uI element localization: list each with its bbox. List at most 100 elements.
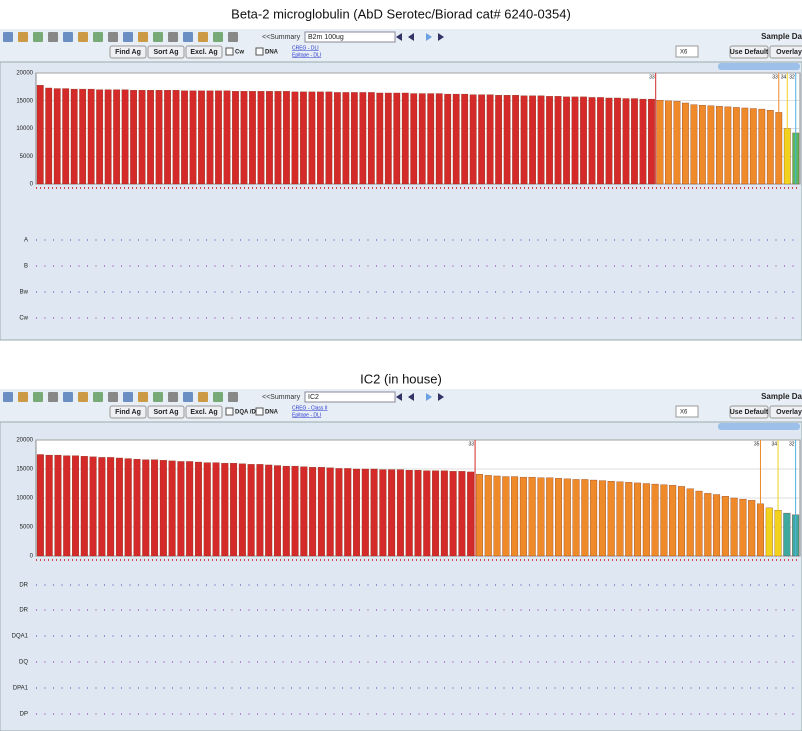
zoom-select[interactable]	[675, 405, 699, 418]
toolbar-button[interactable]	[147, 45, 185, 59]
checkbox[interactable]	[255, 47, 264, 56]
bar	[597, 97, 604, 185]
toolbar-icon[interactable]	[63, 32, 73, 42]
bar	[519, 476, 527, 557]
toolbar-icon[interactable]	[183, 392, 193, 402]
toolbar-button[interactable]	[769, 45, 802, 59]
toolbar-button[interactable]	[185, 45, 223, 59]
nav-arrow[interactable]	[408, 33, 414, 41]
summary-button[interactable]: <<Summary	[262, 394, 301, 401]
toolbar-icon[interactable]	[228, 392, 238, 402]
nav-arrow[interactable]	[426, 33, 432, 41]
toolbar-icon[interactable]	[123, 392, 133, 402]
slider[interactable]	[718, 423, 800, 430]
bar	[247, 464, 255, 557]
bar	[350, 92, 358, 185]
toolbar-icon[interactable]	[33, 32, 43, 42]
checkbox[interactable]	[255, 407, 264, 416]
bar	[724, 106, 732, 185]
link[interactable]: Epitope - DLI	[292, 412, 321, 418]
toolbar-button[interactable]	[109, 45, 147, 59]
y-tick-label: 15000	[16, 98, 33, 104]
toolbar-button[interactable]	[729, 45, 769, 59]
toolbar-icon[interactable]	[78, 392, 88, 402]
toolbar-icon[interactable]	[228, 32, 238, 42]
toolbar-icon[interactable]	[18, 32, 28, 42]
toolbar-icon[interactable]	[33, 392, 43, 402]
nav-arrow[interactable]	[396, 33, 402, 41]
bar	[512, 95, 519, 185]
toolbar-icon[interactable]	[78, 32, 88, 42]
bar	[326, 467, 334, 557]
toolbar-button[interactable]	[185, 405, 223, 419]
bar	[393, 92, 401, 185]
y-tick-label: 15000	[16, 467, 33, 473]
bar	[189, 90, 197, 185]
button-label: Sort Ag	[153, 409, 178, 416]
toolbar-icon[interactable]	[93, 392, 103, 402]
bar	[537, 95, 545, 185]
toolbar-icon[interactable]	[168, 32, 178, 42]
toolbar-button[interactable]	[109, 405, 147, 419]
bar	[423, 470, 431, 557]
toolbar-icon[interactable]	[108, 392, 118, 402]
row-label: DPA1	[13, 686, 29, 692]
cutoff-label: 34	[781, 74, 787, 80]
toolbar-icon[interactable]	[168, 392, 178, 402]
toolbar-icon[interactable]	[48, 392, 58, 402]
panel-title: IC2 (in house)	[360, 371, 442, 386]
bar	[89, 456, 97, 557]
sample-select[interactable]	[304, 391, 396, 403]
bar	[107, 457, 115, 557]
sample-select[interactable]	[304, 31, 396, 43]
toolbar-icon[interactable]	[213, 32, 223, 42]
toolbar-icon[interactable]	[93, 32, 103, 42]
bar	[159, 460, 167, 557]
cutoff-label: 32	[789, 74, 795, 80]
bar	[469, 94, 477, 185]
toolbar-button[interactable]	[769, 405, 802, 419]
toolbar-icon[interactable]	[153, 32, 163, 42]
toolbar-icon[interactable]	[198, 32, 208, 42]
bar	[265, 464, 273, 557]
nav-arrow[interactable]	[438, 33, 444, 41]
checkbox[interactable]	[225, 407, 234, 416]
toolbar-icon[interactable]	[138, 392, 148, 402]
toolbar-button[interactable]	[147, 405, 185, 419]
toolbar-icon[interactable]	[3, 392, 13, 402]
nav-arrow[interactable]	[408, 393, 414, 401]
bar	[511, 476, 519, 557]
nav-arrow[interactable]	[426, 393, 432, 401]
bar	[80, 456, 88, 557]
checkbox[interactable]	[225, 47, 234, 56]
toolbar-icon[interactable]	[198, 392, 208, 402]
toolbar-icon[interactable]	[63, 392, 73, 402]
toolbar-icon[interactable]	[3, 32, 13, 42]
bar	[274, 465, 281, 557]
toolbar-icon[interactable]	[183, 32, 193, 42]
toolbar-icon[interactable]	[108, 32, 118, 42]
summary-button[interactable]: <<Summary	[262, 34, 301, 41]
toolbar-button[interactable]	[729, 405, 769, 419]
link[interactable]: CREG - DLI	[292, 45, 319, 51]
link[interactable]: CREG - Class II	[292, 405, 328, 411]
toolbar-icon[interactable]	[123, 32, 133, 42]
button-label: Overlay	[776, 49, 802, 56]
link[interactable]: Epitope - DLI	[292, 52, 321, 58]
toolbar-icon[interactable]	[213, 392, 223, 402]
slider[interactable]	[718, 63, 800, 70]
bar	[721, 496, 729, 557]
zoom-select[interactable]	[675, 45, 699, 58]
toolbar-icon[interactable]	[138, 32, 148, 42]
nav-arrow[interactable]	[438, 393, 444, 401]
bar	[461, 93, 469, 185]
toolbar-icon[interactable]	[48, 32, 58, 42]
bar	[142, 459, 150, 557]
bar	[98, 457, 106, 557]
nav-arrow[interactable]	[396, 393, 402, 401]
bar	[495, 95, 503, 185]
toolbar-icon[interactable]	[153, 392, 163, 402]
toolbar-icon[interactable]	[18, 392, 28, 402]
bar	[115, 457, 123, 557]
